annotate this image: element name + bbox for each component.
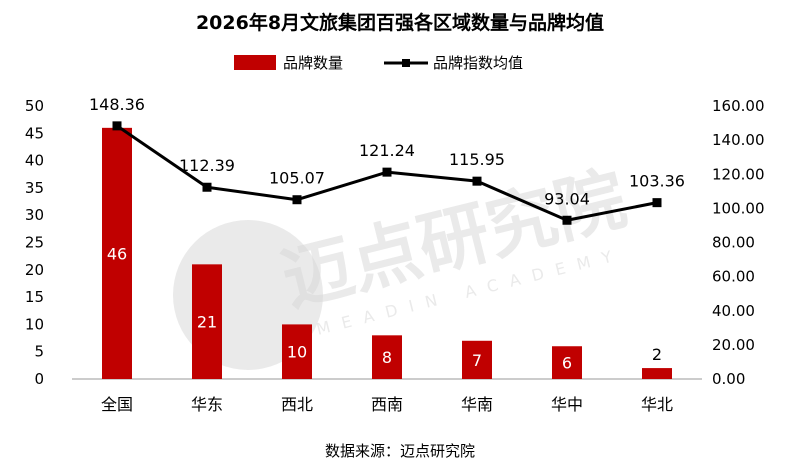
data-source-note: 数据来源：迈点研究院 (324, 442, 475, 460)
right-axis-tick-label: 40.00 (712, 302, 755, 320)
right-axis-tick-label: 160.00 (712, 97, 765, 115)
line-value-label: 93.04 (544, 189, 590, 208)
right-axis-tick-label: 60.00 (712, 268, 755, 286)
bars (102, 127, 672, 379)
legend-label-line: 品牌指数均值 (433, 54, 523, 72)
left-axis-tick-label: 40 (25, 152, 44, 170)
left-axis-tick-label: 50 (25, 97, 44, 115)
left-axis-tick-label: 25 (25, 234, 44, 252)
line-value-label: 121.24 (359, 141, 415, 160)
line-value-label: 105.07 (269, 169, 325, 188)
bar (282, 324, 312, 379)
bar (102, 127, 132, 379)
x-axis-category-label: 华北 (641, 395, 673, 414)
bar-value-label: 46 (107, 244, 127, 263)
legend-marker-line (402, 59, 410, 67)
right-axis-tick-label: 120.00 (712, 165, 765, 183)
data-labels: 46 21 10 8 7 6 2 148.36 112.39 105.07 121.24 115.95… (89, 95, 685, 373)
x-axis-category-label: 西南 (371, 395, 403, 414)
bar (192, 264, 222, 379)
line-point (652, 198, 662, 208)
left-axis-tick-label: 30 (25, 206, 44, 224)
x-axis-category-label: 西北 (281, 395, 313, 414)
bar-value-label: 7 (472, 351, 482, 370)
line-value-label: 112.39 (179, 156, 235, 175)
legend-swatch-bar (234, 55, 276, 70)
line-value-label: 115.95 (449, 150, 505, 169)
bar (462, 340, 492, 379)
bar-value-label: 8 (382, 348, 392, 367)
bar-value-label: 21 (197, 313, 217, 332)
chart-title: 2026年8月文旅集团百强各区域数量与品牌均值 (195, 12, 605, 34)
left-axis-tick-label: 45 (25, 124, 44, 142)
line-point (292, 195, 302, 205)
line-point (472, 176, 482, 186)
x-axis-category-label: 华中 (551, 395, 583, 414)
right-axis-tick-label: 20.00 (712, 336, 755, 354)
axes: 0 5 10 15 20 25 30 35 40 45 50 0.00 20.00 40.00 60.00 8… (25, 97, 765, 414)
legend-label-bar: 品牌数量 (283, 54, 343, 72)
bar-value-label: 2 (652, 345, 662, 364)
line-value-label: 148.36 (89, 95, 145, 114)
right-axis-tick-label: 100.00 (712, 199, 765, 217)
line-point (382, 167, 392, 177)
line-point (562, 215, 572, 225)
x-axis-category-label: 华南 (461, 395, 493, 414)
left-axis-tick-label: 15 (25, 288, 44, 306)
left-axis-tick-label: 35 (25, 179, 44, 197)
line-value-label: 103.36 (629, 172, 685, 191)
right-axis-tick-label: 140.00 (712, 131, 765, 149)
bar (372, 335, 402, 379)
left-axis-tick-label: 10 (25, 315, 44, 333)
line-point (112, 121, 122, 131)
right-axis-tick-label: 0.00 (712, 370, 745, 388)
left-axis-tick-label: 20 (25, 261, 44, 279)
x-axis-category-label: 华东 (191, 395, 223, 414)
line-point (202, 182, 212, 192)
x-axis-category-label: 全国 (101, 395, 133, 414)
right-axis-tick-label: 80.00 (712, 234, 755, 252)
left-axis-tick-label: 5 (34, 343, 44, 361)
bar-value-label: 6 (562, 354, 572, 373)
bar-value-label: 10 (287, 343, 307, 362)
bar (642, 368, 672, 379)
left-axis-tick-label: 0 (34, 370, 44, 388)
bar (552, 346, 582, 379)
legend: 品牌数量 品牌指数均值 (234, 54, 523, 72)
line-series (112, 121, 662, 225)
